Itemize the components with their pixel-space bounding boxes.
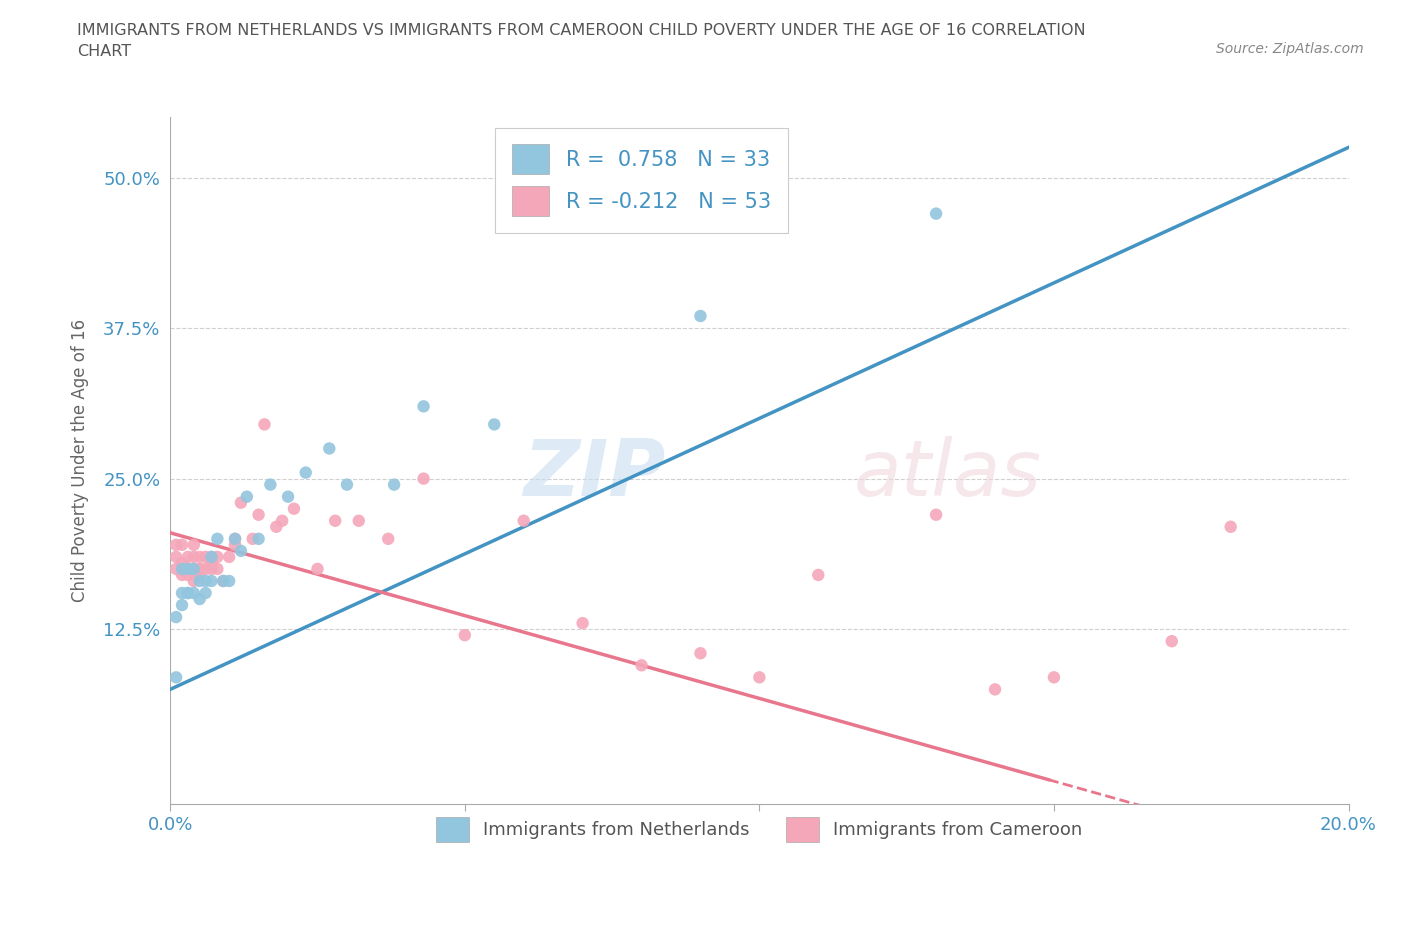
- Point: [224, 538, 246, 552]
- Point: [177, 586, 200, 601]
- Point: [170, 567, 193, 582]
- Point: [165, 670, 187, 684]
- Point: [1160, 633, 1182, 648]
- Y-axis label: Child Poverty Under the Age of 16: Child Poverty Under the Age of 16: [72, 319, 89, 602]
- Point: [630, 658, 652, 672]
- Point: [484, 417, 506, 432]
- Point: [194, 574, 217, 589]
- Point: [200, 550, 222, 565]
- Point: [347, 513, 370, 528]
- Point: [194, 586, 217, 601]
- Point: [165, 538, 187, 552]
- Point: [177, 562, 200, 577]
- Point: [188, 562, 211, 577]
- Point: [183, 586, 205, 601]
- Point: [183, 562, 205, 577]
- Point: [177, 550, 200, 565]
- Point: [170, 598, 193, 613]
- Point: [200, 555, 222, 570]
- Point: [170, 586, 193, 601]
- Point: [194, 562, 217, 577]
- Point: [188, 574, 211, 589]
- Point: [200, 550, 222, 565]
- Point: [242, 531, 264, 546]
- Text: IMMIGRANTS FROM NETHERLANDS VS IMMIGRANTS FROM CAMEROON CHILD POVERTY UNDER THE : IMMIGRANTS FROM NETHERLANDS VS IMMIGRANT…: [77, 23, 1085, 60]
- Point: [382, 477, 405, 492]
- Point: [177, 562, 200, 577]
- Point: [207, 562, 229, 577]
- Point: [200, 562, 222, 577]
- Point: [188, 562, 211, 577]
- Point: [247, 507, 270, 522]
- Point: [689, 309, 711, 324]
- Point: [271, 513, 294, 528]
- Point: [277, 489, 299, 504]
- Point: [925, 507, 948, 522]
- Point: [412, 399, 434, 414]
- Point: [925, 206, 948, 221]
- Point: [318, 441, 340, 456]
- Point: [165, 562, 187, 577]
- Point: [218, 574, 240, 589]
- Point: [188, 550, 211, 565]
- Point: [307, 562, 329, 577]
- Point: [253, 417, 276, 432]
- Point: [188, 591, 211, 606]
- Point: [229, 496, 252, 511]
- Point: [170, 562, 193, 577]
- Point: [212, 574, 235, 589]
- Point: [454, 628, 477, 643]
- Point: [165, 610, 187, 625]
- Point: [283, 501, 305, 516]
- Point: [170, 538, 193, 552]
- Point: [177, 586, 200, 601]
- Point: [259, 477, 281, 492]
- Point: [689, 645, 711, 660]
- Legend: Immigrants from Netherlands, Immigrants from Cameroon: Immigrants from Netherlands, Immigrants …: [422, 802, 1097, 857]
- Point: [323, 513, 346, 528]
- Text: atlas: atlas: [853, 436, 1042, 512]
- Point: [177, 562, 200, 577]
- Point: [748, 670, 770, 684]
- Point: [170, 555, 193, 570]
- Point: [571, 616, 593, 631]
- Point: [177, 567, 200, 582]
- Point: [183, 562, 205, 577]
- Point: [294, 465, 316, 480]
- Point: [807, 567, 830, 582]
- Point: [224, 531, 246, 546]
- Point: [194, 550, 217, 565]
- Point: [336, 477, 359, 492]
- Point: [1219, 519, 1241, 534]
- Point: [218, 550, 240, 565]
- Point: [207, 550, 229, 565]
- Point: [247, 531, 270, 546]
- Point: [200, 574, 222, 589]
- Text: Source: ZipAtlas.com: Source: ZipAtlas.com: [1216, 42, 1364, 56]
- Point: [207, 531, 229, 546]
- Point: [224, 531, 246, 546]
- Point: [412, 472, 434, 486]
- Point: [264, 519, 287, 534]
- Point: [165, 550, 187, 565]
- Point: [984, 682, 1007, 697]
- Text: ZIP: ZIP: [523, 436, 665, 512]
- Point: [236, 489, 259, 504]
- Point: [183, 538, 205, 552]
- Point: [188, 567, 211, 582]
- Point: [229, 543, 252, 558]
- Point: [183, 574, 205, 589]
- Point: [212, 574, 235, 589]
- Point: [377, 531, 399, 546]
- Point: [183, 550, 205, 565]
- Point: [512, 513, 534, 528]
- Point: [1043, 670, 1066, 684]
